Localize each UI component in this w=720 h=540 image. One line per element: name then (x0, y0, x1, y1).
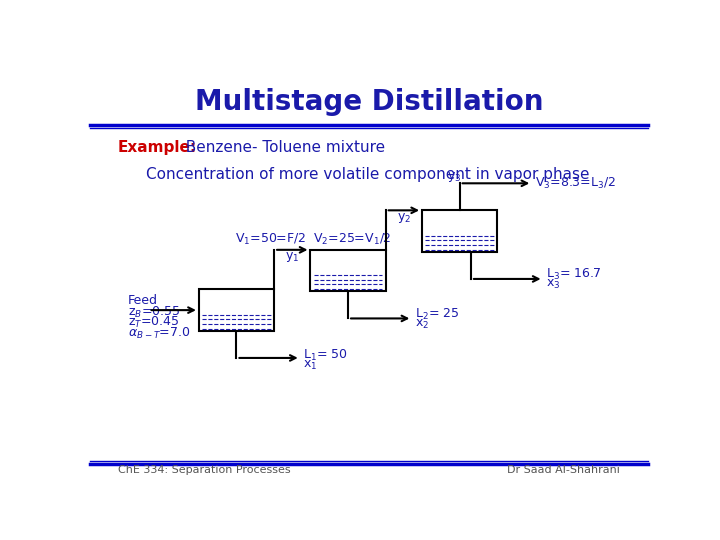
Text: Benzene- Toluene mixture: Benzene- Toluene mixture (176, 140, 386, 156)
Text: x$_{3}$: x$_{3}$ (546, 278, 561, 291)
Text: $\alpha$$_{B-T}$=7.0: $\alpha$$_{B-T}$=7.0 (128, 326, 190, 341)
Text: x$_{2}$: x$_{2}$ (415, 318, 429, 331)
Text: y$_{1}$: y$_{1}$ (285, 251, 300, 264)
Text: Dr Saad Al-Shahrani: Dr Saad Al-Shahrani (507, 465, 620, 475)
Text: Concentration of more volatile component in vapor phase: Concentration of more volatile component… (145, 167, 589, 183)
Text: L$_{2}$= 25: L$_{2}$= 25 (415, 307, 459, 322)
Text: y$_{2}$: y$_{2}$ (397, 211, 411, 225)
Text: z$_{T}$=0.45: z$_{T}$=0.45 (128, 315, 179, 330)
Text: y$_{3}$: y$_{3}$ (447, 170, 462, 184)
Text: L$_{1}$= 50: L$_{1}$= 50 (303, 347, 348, 362)
Text: V$_{3}$=8.3=L$_{3}$/2: V$_{3}$=8.3=L$_{3}$/2 (535, 176, 616, 191)
Text: x$_{1}$: x$_{1}$ (303, 359, 318, 372)
Text: Example:: Example: (118, 140, 197, 156)
Bar (199, 289, 274, 331)
Bar (310, 250, 386, 292)
Text: V$_{2}$=25=V$_{1}$/2: V$_{2}$=25=V$_{1}$/2 (313, 232, 392, 247)
Text: L$_{3}$= 16.7: L$_{3}$= 16.7 (546, 267, 601, 282)
Text: z$_{B}$=0.55: z$_{B}$=0.55 (128, 305, 180, 320)
Text: ChE 334: Separation Processes: ChE 334: Separation Processes (118, 465, 291, 475)
Text: Multistage Distillation: Multistage Distillation (194, 88, 544, 116)
Bar (422, 210, 498, 252)
Text: V$_{1}$=50=F/2: V$_{1}$=50=F/2 (235, 232, 306, 247)
Text: Feed: Feed (128, 294, 158, 307)
